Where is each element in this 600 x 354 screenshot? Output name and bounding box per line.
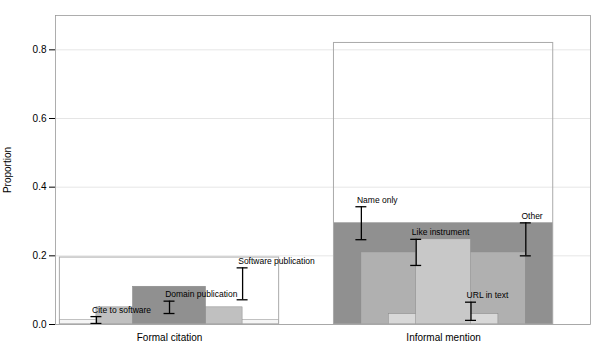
svg-text:Name only: Name only <box>357 195 398 205</box>
svg-text:Proportion: Proportion <box>2 147 13 193</box>
svg-text:Other: Other <box>521 211 542 221</box>
svg-text:Informal mention: Informal mention <box>406 332 480 343</box>
svg-text:URL in text: URL in text <box>467 290 509 300</box>
svg-text:Domain publication: Domain publication <box>165 289 238 299</box>
svg-text:Software publication: Software publication <box>238 256 315 266</box>
svg-text:0.2: 0.2 <box>33 250 47 261</box>
svg-text:Cite to software: Cite to software <box>92 305 151 315</box>
svg-text:Like instrument: Like instrument <box>412 227 470 237</box>
svg-text:0.0: 0.0 <box>33 319 47 330</box>
svg-text:0.8: 0.8 <box>33 44 47 55</box>
svg-text:0.6: 0.6 <box>33 113 47 124</box>
svg-text:0.4: 0.4 <box>33 181 47 192</box>
svg-text:Formal citation: Formal citation <box>137 332 203 343</box>
